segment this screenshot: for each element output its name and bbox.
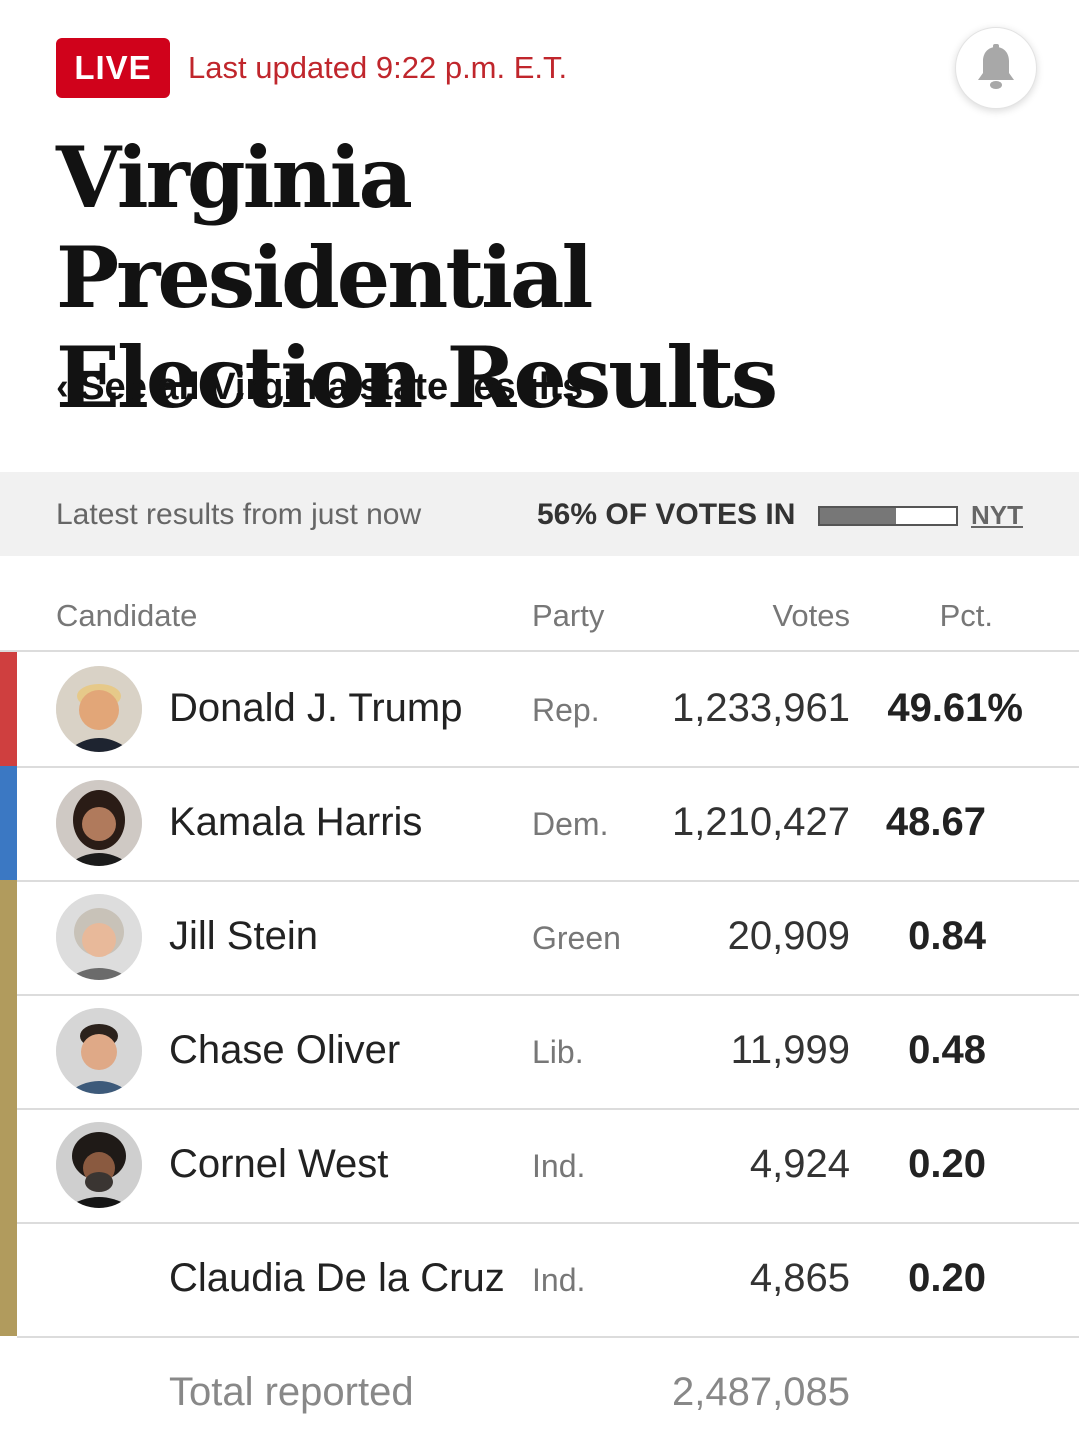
notification-bell-button[interactable] [955,27,1037,109]
candidate-party: Dem. [532,806,609,842]
candidate-name: Claudia De la Cruz [169,1256,505,1300]
row-divider [17,1108,1079,1110]
progress-fill [820,508,897,524]
candidate-votes: 20,909 [727,914,850,958]
party-color-stripe [0,1222,17,1336]
header-divider [0,650,1079,652]
party-color-stripe [0,652,17,766]
candidate-party: Rep. [532,692,600,728]
party-color-stripe [0,1108,17,1222]
candidate-row: Cornel West Ind. 4,924 0.20 [0,1108,1079,1224]
candidate-name: Donald J. Trump [169,686,463,730]
candidate-name: Cornel West [169,1142,389,1186]
row-divider [17,1222,1079,1224]
party-color-stripe [0,994,17,1108]
candidate-name: Chase Oliver [169,1028,401,1072]
candidate-party: Ind. [532,1262,586,1298]
total-reported-votes: 2,487,085 [672,1370,850,1414]
candidate-pct: 49.61% [887,686,1023,730]
candidate-party: Lib. [532,1034,584,1070]
party-column-header: Party [532,598,605,633]
candidate-row: Kamala Harris Dem. 1,210,427 48.67 [0,766,1079,882]
candidate-votes: 4,865 [749,1256,850,1300]
votes-in-progress-bar [818,506,958,526]
votes-in-text: 56% OF VOTES IN [537,498,796,531]
total-reported-label: Total reported [169,1370,414,1414]
avatar [56,780,142,866]
see-all-state-results-link[interactable]: ‹ See all Virginia state results [56,366,584,408]
candidate-row: Claudia De la Cruz Ind. 4,865 0.20 [0,1222,1079,1338]
row-divider [17,880,1079,882]
candidate-votes: 1,210,427 [672,800,850,844]
candidate-pct: 0.84 [908,914,986,958]
avatar [56,1122,142,1208]
row-divider [17,1336,1079,1338]
candidate-row: Jill Stein Green 20,909 0.84 [0,880,1079,996]
candidate-pct: 0.48 [908,1028,986,1072]
avatar [56,1008,142,1094]
pct-column-header: Pct. [939,598,993,633]
candidate-votes: 1,233,961 [672,686,850,730]
candidate-pct: 0.20 [908,1256,986,1300]
candidate-party: Green [532,920,621,956]
candidate-name: Kamala Harris [169,800,423,844]
page-title: Virginia Presidential Election Results [56,128,778,427]
party-color-stripe [0,880,17,994]
bell-icon [978,44,1014,89]
row-divider [17,766,1079,768]
candidate-votes: 11,999 [730,1028,850,1072]
nyt-source-link[interactable]: NYT [971,500,1023,530]
votes-column-header: Votes [772,598,850,633]
avatar [56,894,142,980]
candidate-row: Chase Oliver Lib. 11,999 0.48 [0,994,1079,1110]
avatar [56,666,142,752]
latest-results-text: Latest results from just now [56,498,422,531]
candidate-pct: 48.67 [885,800,986,844]
candidate-pct: 0.20 [908,1142,986,1186]
candidate-party: Ind. [532,1148,586,1184]
candidate-column-header: Candidate [56,598,198,633]
live-badge: LIVE [56,38,170,98]
party-color-stripe [0,766,17,880]
last-updated-text: Last updated 9:22 p.m. E.T. [188,50,568,85]
candidate-votes: 4,924 [749,1142,850,1186]
candidate-row: Donald J. Trump Rep. 1,233,961 49.61% [0,652,1079,768]
live-row: LIVE Last updated 9:22 p.m. E.T. [56,38,567,98]
row-divider [17,994,1079,996]
candidate-name: Jill Stein [169,914,318,958]
